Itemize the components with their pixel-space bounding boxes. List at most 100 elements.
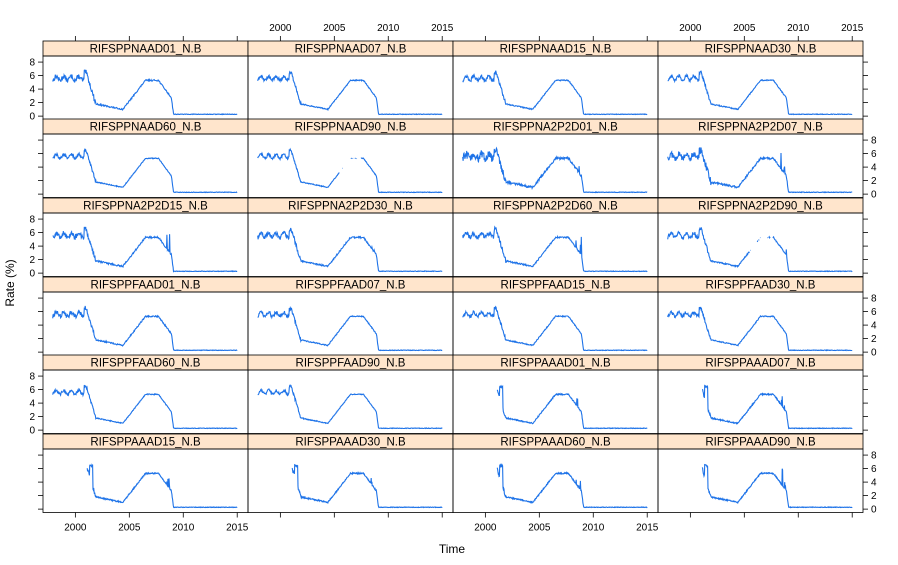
y-tick-label: 4	[29, 85, 35, 96]
y-tick-label: 4	[29, 242, 35, 253]
plot-frame	[657, 448, 864, 513]
y-tick-label: 4	[871, 321, 877, 332]
series-line	[496, 384, 648, 430]
x-tick-label: 2010	[172, 523, 195, 534]
series-line	[462, 225, 648, 273]
strip-label: RIFSPPFAAD60_N.B	[91, 358, 201, 370]
plot-frame	[452, 369, 659, 434]
panel-16: RIFSPPFAAD30_N.B	[657, 276, 864, 356]
plot-frame	[452, 212, 659, 277]
panel-6: RIFSPPNAAD90_N.B	[247, 118, 454, 198]
strip-label: RIFSPPNAAD30_N.B	[705, 44, 817, 56]
x-tick-label: 2010	[377, 23, 400, 34]
series-line	[257, 227, 443, 273]
plot-frame	[657, 291, 864, 356]
x-tick-label: 2005	[323, 23, 346, 34]
strip-label: RIFSPPNA2P2D01_N.B	[493, 122, 618, 134]
plot-frame	[42, 212, 249, 277]
strip-label: RIFSPPNAAD07_N.B	[295, 44, 407, 56]
series-line	[462, 305, 648, 352]
strip-label: RIFSPPNA2P2D15_N.B	[83, 201, 208, 213]
strip-label: RIFSPPAAAD01_N.B	[500, 358, 611, 370]
plot-frame	[452, 55, 659, 120]
x-tick-label: 2000	[679, 23, 702, 34]
series-line	[86, 463, 238, 509]
strip-label: RIFSPPFAAD07_N.B	[296, 280, 406, 292]
panels: RIFSPPNAAD01_N.B RIFSPPNAAD07_N.B RIFSPPNA…	[42, 40, 864, 513]
strip-label: RIFSPPAAAD15_N.B	[90, 437, 201, 449]
axes: 0 2 4 6 8 0 2 4 6 8 0 2 4 6 8 0 2 4 6 8 0 2 4 6 8 0 2 4 6 8 2000 2005 20…	[29, 23, 877, 534]
x-tick-label: 2000	[64, 523, 87, 534]
series-line	[52, 148, 238, 194]
panel-18: RIFSPPFAAD90_N.B	[247, 354, 454, 434]
series-line	[667, 226, 853, 273]
panel-13: RIFSPPFAAD01_N.B	[42, 276, 249, 356]
x-tick-label: 2010	[582, 523, 605, 534]
series-line	[701, 463, 853, 509]
x-tick-label: 2000	[269, 23, 292, 34]
panel-12: RIFSPPNA2P2D90_N.B	[657, 197, 864, 277]
panel-5: RIFSPPNAAD60_N.B	[42, 118, 249, 198]
x-tick-label: 2015	[431, 23, 454, 34]
y-tick-label: 8	[871, 294, 877, 305]
series-line	[667, 146, 853, 194]
strip-label: RIFSPPNAAD90_N.B	[295, 122, 407, 134]
panel-24: RIFSPPAAAD90_N.B	[657, 433, 864, 513]
plot-frame	[657, 133, 864, 198]
plot-frame	[42, 133, 249, 198]
plot-frame	[42, 55, 249, 120]
series-line	[257, 305, 443, 352]
panel-15: RIFSPPFAAD15_N.B	[452, 276, 659, 356]
panel-19: RIFSPPAAAD01_N.B	[452, 354, 659, 434]
plot-frame	[452, 291, 659, 356]
y-tick-label: 8	[29, 215, 35, 226]
strip-label: RIFSPPNA2P2D30_N.B	[288, 201, 413, 213]
strip-label: RIFSPPNAAD60_N.B	[90, 122, 202, 134]
strip-label: RIFSPPFAAD90_N.B	[296, 358, 406, 370]
y-tick-label: 8	[871, 136, 877, 147]
series-line	[291, 463, 443, 509]
x-tick-label: 2015	[226, 523, 249, 534]
series-line	[257, 384, 443, 430]
y-tick-label: 6	[871, 149, 877, 160]
strip-label: RIFSPPFAAD30_N.B	[706, 280, 816, 292]
strip-label: RIFSPPNA2P2D90_N.B	[698, 201, 823, 213]
plot-frame	[247, 212, 454, 277]
panel-2: RIFSPPNAAD07_N.B	[247, 40, 454, 120]
plot-frame	[657, 369, 864, 434]
y-tick-label: 2	[871, 176, 877, 187]
y-tick-label: 0	[29, 112, 35, 123]
y-tick-label: 4	[871, 478, 877, 489]
plot-frame	[42, 448, 249, 513]
y-tick-label: 8	[29, 58, 35, 69]
strip-label: RIFSPPNA2P2D07_N.B	[698, 122, 823, 134]
x-tick-label: 2005	[733, 23, 756, 34]
panel-17: RIFSPPFAAD60_N.B	[42, 354, 249, 434]
y-tick-label: 0	[871, 348, 877, 359]
series-line	[702, 384, 853, 430]
panel-23: RIFSPPAAAD60_N.B	[452, 433, 659, 513]
panel-22: RIFSPPAAAD30_N.B	[247, 433, 454, 513]
plot-frame	[247, 291, 454, 356]
y-tick-label: 2	[871, 334, 877, 345]
series-line	[496, 463, 648, 509]
y-tick-label: 2	[29, 98, 35, 109]
x-tick-label: 2005	[118, 523, 141, 534]
strip-label: RIFSPPNA2P2D60_N.B	[493, 201, 618, 213]
y-tick-label: 2	[871, 491, 877, 502]
panel-1: RIFSPPNAAD01_N.B	[42, 40, 249, 120]
panel-4: RIFSPPNAAD30_N.B	[657, 40, 864, 120]
series-line	[462, 70, 648, 116]
series-line	[462, 146, 648, 194]
series-line	[52, 305, 238, 352]
x-tick-label: 2015	[841, 23, 864, 34]
strip-label: RIFSPPFAAD01_N.B	[91, 280, 201, 292]
y-tick-label: 4	[871, 163, 877, 174]
strip-label: RIFSPPAAAD90_N.B	[705, 437, 816, 449]
panel-7: RIFSPPNA2P2D01_N.B	[452, 118, 659, 198]
strip-label: RIFSPPNAAD01_N.B	[90, 44, 202, 56]
y-tick-label: 6	[29, 71, 35, 82]
plot-frame	[247, 369, 454, 434]
panel-14: RIFSPPFAAD07_N.B	[247, 276, 454, 356]
